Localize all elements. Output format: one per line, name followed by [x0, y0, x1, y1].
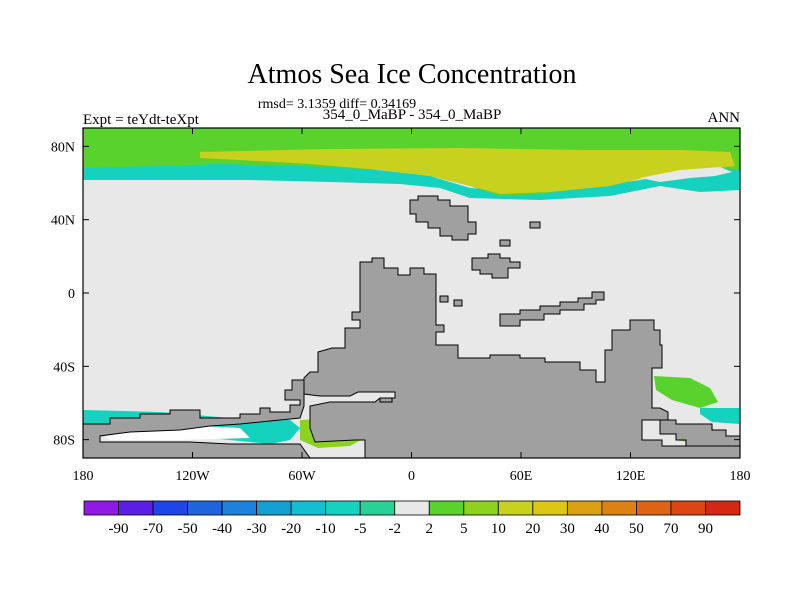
- y-tick-label: 80S: [53, 434, 75, 449]
- colorbar-label: 20: [525, 521, 540, 537]
- map-area: [83, 128, 740, 458]
- southern-fringe-east: [700, 408, 740, 424]
- colorbar-label: 70: [663, 521, 678, 537]
- chart-title: Atmos Sea Ice Concentration: [248, 59, 577, 90]
- colorbar-label: -70: [143, 521, 163, 537]
- colorbar-swatch: [463, 500, 499, 516]
- x-tick-label: 180: [730, 469, 751, 484]
- colorbar-label: 30: [560, 521, 575, 537]
- y-tick-label: 0: [68, 287, 75, 302]
- colorbar-label: 2: [426, 521, 434, 537]
- colorbar-swatch: [394, 500, 430, 516]
- colorbar-swatch: [187, 500, 223, 516]
- colorbar-swatch: [83, 500, 119, 516]
- y-tick-label: 40S: [53, 360, 75, 375]
- colorbar: -90 -70 -50 -40 -30 -20 -10 -5 -2 2 5 10 20 30 40 50 70 9…: [83, 500, 741, 537]
- x-tick-label: 180: [73, 469, 94, 484]
- land-greenland: [409, 195, 477, 241]
- colorbar-label: 5: [460, 521, 468, 537]
- colorbar-label: -30: [247, 521, 267, 537]
- colorbar-swatch: [290, 500, 327, 516]
- colorbar-swatch: [497, 500, 534, 516]
- north-white-notch: [640, 167, 732, 182]
- colorbar-swatch: [359, 500, 396, 516]
- y-axis: 80N 40N 0 40S 80S: [51, 140, 740, 449]
- colorbar-label: -50: [178, 521, 198, 537]
- colorbar-swatch: [221, 500, 258, 516]
- y-tick-label: 80N: [51, 140, 75, 155]
- y-tick-label: 40N: [51, 214, 75, 229]
- colorbar-label: -20: [281, 521, 301, 537]
- colorbar-swatch: [325, 500, 361, 516]
- chart-subtitle: rmsd= 3.1359 diff= 0.34169: [258, 97, 416, 112]
- colorbar-swatch: [566, 500, 603, 516]
- x-tick-label: 60W: [288, 469, 316, 484]
- colorbar-label: 10: [491, 521, 506, 537]
- colorbar-label: -10: [316, 521, 336, 537]
- colorbar-label: 40: [594, 521, 609, 537]
- north-fringe-region: [83, 160, 740, 200]
- experiment-label: Expt = teYdt-teXpt: [83, 112, 200, 128]
- colorbar-label: -5: [354, 521, 367, 537]
- x-tick-label: 120E: [616, 469, 646, 484]
- colorbar-swatch: [118, 500, 154, 516]
- land-west-pacific-island: [453, 299, 463, 307]
- colorbar-label: 50: [629, 521, 644, 537]
- land-tiny-island: [379, 397, 393, 403]
- colorbar-label: 90: [698, 521, 713, 537]
- land-antarctica-east: [659, 419, 740, 447]
- land-north-america: [303, 257, 740, 458]
- arctic-band-region: [200, 148, 735, 194]
- land-masses: [83, 195, 740, 458]
- land-small-island-2: [499, 239, 511, 247]
- land-antarctica-west: [83, 379, 311, 458]
- colorbar-label: -2: [388, 521, 401, 537]
- x-tick-label: 60E: [510, 469, 533, 484]
- land-west-pacific-island-2: [439, 295, 449, 303]
- colorbar-swatch: [636, 500, 672, 516]
- colorbar-swatch: [428, 500, 465, 516]
- land-small-island-1: [529, 221, 541, 229]
- season-label: ANN: [708, 110, 741, 126]
- land-siberia-patch: [471, 253, 521, 279]
- land-east-ridge: [499, 291, 605, 327]
- colorbar-swatch: [705, 500, 741, 516]
- colorbar-swatch: [670, 500, 706, 516]
- colorbar-swatch: [152, 500, 188, 516]
- antarctic-pacific-patch: [654, 376, 718, 408]
- colorbar-label: -40: [212, 521, 232, 537]
- x-tick-label: 120W: [175, 469, 210, 484]
- colorbar-swatch: [532, 500, 568, 516]
- case-label: 354_0_MaBP - 354_0_MaBP: [323, 107, 502, 123]
- colorbar-swatch: [601, 500, 637, 516]
- x-axis: 180 120W 60W 0 60E 120E 180: [73, 128, 751, 484]
- colorbar-label: -90: [109, 521, 129, 537]
- colorbar-swatch: [256, 500, 292, 516]
- x-tick-label: 0: [408, 469, 415, 484]
